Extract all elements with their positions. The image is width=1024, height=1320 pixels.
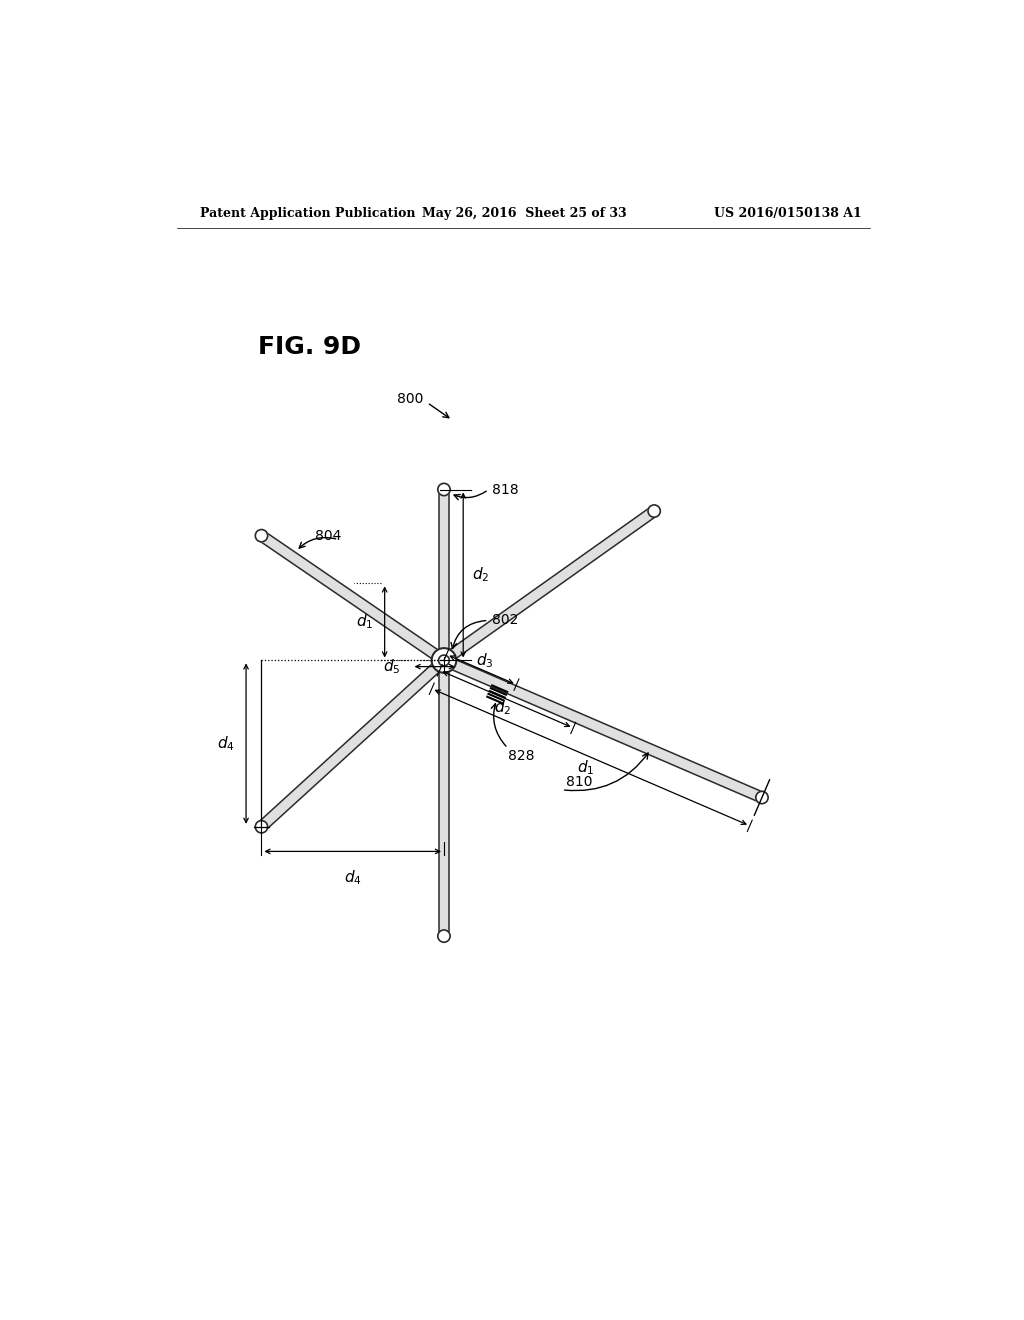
Circle shape bbox=[438, 929, 451, 942]
Polygon shape bbox=[258, 531, 447, 665]
Text: 818: 818 bbox=[493, 483, 519, 496]
Polygon shape bbox=[438, 660, 450, 936]
Text: 802: 802 bbox=[493, 614, 519, 627]
Text: $d_3$: $d_3$ bbox=[476, 652, 494, 671]
Polygon shape bbox=[441, 656, 764, 803]
Polygon shape bbox=[258, 656, 447, 830]
Text: $d_1$: $d_1$ bbox=[578, 759, 595, 777]
Circle shape bbox=[255, 529, 267, 543]
Text: Patent Application Publication: Patent Application Publication bbox=[200, 207, 416, 220]
Text: US 2016/0150138 A1: US 2016/0150138 A1 bbox=[715, 207, 862, 220]
Text: 810: 810 bbox=[565, 775, 592, 789]
Text: FIG. 9D: FIG. 9D bbox=[258, 335, 360, 359]
Circle shape bbox=[255, 821, 267, 833]
Text: $d_2$: $d_2$ bbox=[472, 565, 489, 585]
Text: $d_5$: $d_5$ bbox=[383, 657, 400, 676]
Text: 828: 828 bbox=[508, 748, 535, 763]
Text: $d_4$: $d_4$ bbox=[344, 869, 361, 887]
Circle shape bbox=[438, 655, 450, 665]
Text: 804: 804 bbox=[315, 529, 342, 543]
Text: 800: 800 bbox=[396, 392, 423, 405]
Text: $d_1$: $d_1$ bbox=[355, 612, 373, 631]
Circle shape bbox=[648, 506, 660, 517]
Circle shape bbox=[438, 483, 451, 495]
Polygon shape bbox=[440, 507, 657, 665]
Text: $d_4$: $d_4$ bbox=[217, 734, 234, 752]
Text: $d_2$: $d_2$ bbox=[495, 698, 511, 717]
Text: May 26, 2016  Sheet 25 of 33: May 26, 2016 Sheet 25 of 33 bbox=[423, 207, 627, 220]
Circle shape bbox=[432, 648, 457, 673]
Circle shape bbox=[756, 792, 768, 804]
Polygon shape bbox=[438, 490, 450, 660]
